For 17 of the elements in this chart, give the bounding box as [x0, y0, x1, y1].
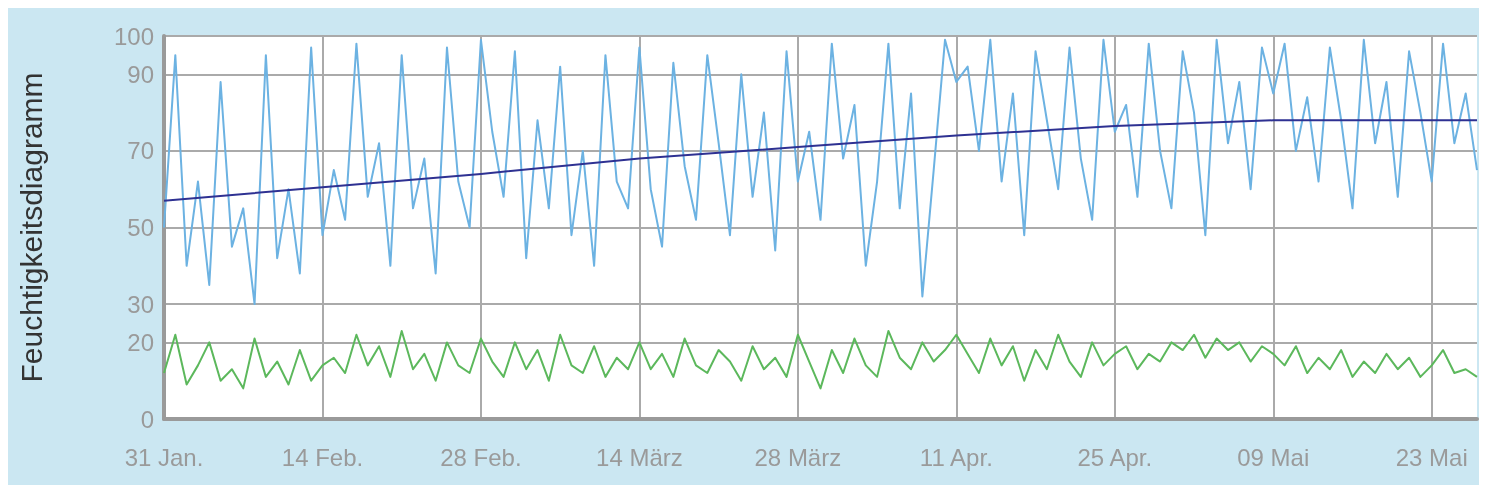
y-tick-label: 20 — [127, 328, 154, 356]
y-tick-label: 50 — [127, 214, 154, 241]
x-tick-label: 14 Feb. — [281, 443, 364, 471]
x-tick-label: 23 Mai — [1395, 443, 1468, 471]
y-tick-label: 70 — [127, 137, 154, 165]
x-tick-label: 28 März — [754, 443, 842, 471]
y-tick-label: 100 — [113, 22, 154, 50]
y-tick-label: 30 — [127, 290, 154, 318]
x-tick-label: 28 Feb. — [440, 443, 522, 471]
x-tick-label: 09 Mai — [1237, 443, 1310, 471]
x-tick-label: 25 Apr. — [1077, 443, 1153, 471]
x-tick-label: 11 Apr. — [919, 443, 993, 471]
y-tick-label: 0 — [140, 405, 154, 433]
x-tick-label: 31 Jan. — [124, 443, 204, 471]
y-axis-title: Feuchtigkeitsdiagramm — [14, 72, 48, 383]
x-tick-label: 14 März — [596, 443, 683, 471]
y-tick-label: 90 — [127, 60, 154, 88]
